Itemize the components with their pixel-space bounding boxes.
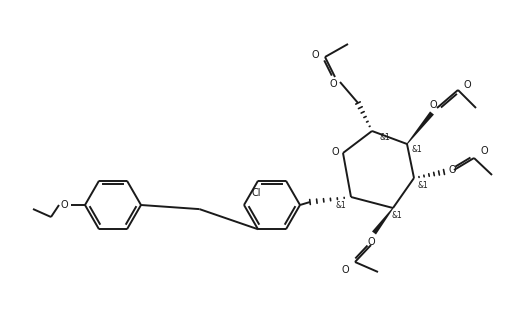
Text: O: O bbox=[429, 100, 437, 110]
Text: O: O bbox=[329, 79, 337, 89]
Text: O: O bbox=[448, 165, 456, 175]
Text: &1: &1 bbox=[412, 146, 423, 154]
Text: O: O bbox=[480, 146, 488, 156]
Polygon shape bbox=[407, 112, 434, 144]
Text: O: O bbox=[311, 50, 319, 60]
Text: &1: &1 bbox=[391, 211, 402, 221]
Text: O: O bbox=[341, 265, 349, 275]
Polygon shape bbox=[372, 208, 393, 235]
Text: &1: &1 bbox=[335, 200, 346, 210]
Text: &1: &1 bbox=[417, 182, 428, 191]
Text: O: O bbox=[367, 237, 375, 247]
Text: Cl: Cl bbox=[251, 188, 261, 198]
Text: O: O bbox=[60, 200, 68, 210]
Text: &1: &1 bbox=[379, 133, 390, 141]
Text: O: O bbox=[331, 147, 339, 157]
Text: O: O bbox=[463, 80, 471, 90]
